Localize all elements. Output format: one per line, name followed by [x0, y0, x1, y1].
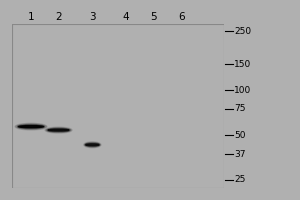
- Text: 150: 150: [234, 60, 251, 69]
- Ellipse shape: [15, 123, 47, 130]
- Text: 3: 3: [89, 12, 96, 22]
- Ellipse shape: [86, 144, 99, 146]
- Ellipse shape: [19, 126, 44, 128]
- Ellipse shape: [85, 143, 100, 147]
- Ellipse shape: [48, 129, 69, 131]
- Text: 75: 75: [234, 104, 245, 113]
- Text: 5: 5: [150, 12, 157, 22]
- Text: 100: 100: [234, 86, 251, 95]
- Text: 6: 6: [178, 12, 184, 22]
- Text: 4: 4: [123, 12, 130, 22]
- Text: 250: 250: [234, 27, 251, 36]
- Text: 25: 25: [234, 175, 245, 184]
- Ellipse shape: [47, 128, 70, 132]
- Text: 37: 37: [234, 150, 245, 159]
- Ellipse shape: [84, 142, 101, 148]
- Text: 2: 2: [55, 12, 62, 22]
- Text: 50: 50: [234, 131, 245, 140]
- Text: 1: 1: [28, 12, 34, 22]
- Ellipse shape: [17, 125, 45, 129]
- Ellipse shape: [45, 127, 72, 133]
